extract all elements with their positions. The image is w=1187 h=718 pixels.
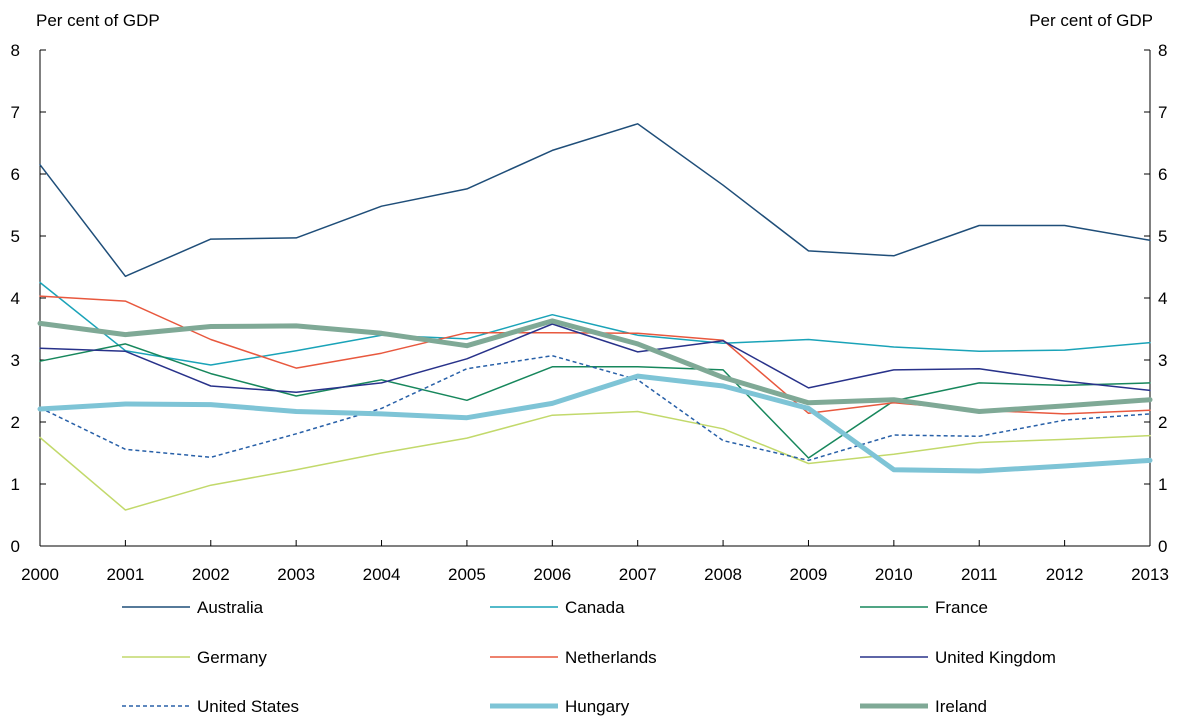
x-tick-label-2004: 2004 (363, 565, 401, 584)
legend-label-hungary: Hungary (565, 697, 630, 716)
left-y-tick-label-2: 2 (11, 413, 20, 432)
right-y-tick-label-1: 1 (1158, 475, 1167, 494)
left-y-tick-label-8: 8 (11, 41, 20, 60)
left-y-tick-label-4: 4 (11, 289, 20, 308)
left-y-tick-label-3: 3 (11, 351, 20, 370)
legend-label-ireland: Ireland (935, 697, 987, 716)
series-line-australia (39, 123, 1151, 278)
x-tick-label-2012: 2012 (1046, 565, 1084, 584)
x-tick-label-2000: 2000 (21, 565, 59, 584)
legend-label-united-kingdom: United Kingdom (935, 648, 1056, 667)
right-y-tick-label-2: 2 (1158, 413, 1167, 432)
series-line-united-states (39, 354, 1151, 462)
left-y-axis-unit: Per cent of GDP (36, 11, 160, 30)
x-tick-label-2005: 2005 (448, 565, 486, 584)
x-tick-label-2008: 2008 (704, 565, 742, 584)
legend-label-united-states: United States (197, 697, 299, 716)
legend-label-canada: Canada (565, 598, 625, 617)
x-tick-label-2011: 2011 (961, 565, 998, 584)
x-tick-label-2006: 2006 (533, 565, 571, 584)
legend-label-france: France (935, 598, 988, 617)
series-line-france (39, 343, 1151, 459)
series-line-canada (39, 281, 1151, 366)
series-line-united-kingdom (39, 323, 1151, 393)
right-y-tick-label-5: 5 (1158, 227, 1167, 246)
x-tick-label-2010: 2010 (875, 565, 913, 584)
series-line-hungary (37, 373, 1153, 474)
right-y-axis-unit: Per cent of GDP (1029, 11, 1153, 30)
legend-label-netherlands: Netherlands (565, 648, 657, 667)
x-tick-label-2001: 2001 (106, 565, 144, 584)
left-y-tick-label-0: 0 (11, 537, 20, 556)
legend: Australia Canada France Germany Netherlands U… (122, 598, 1056, 716)
series-lines (37, 123, 1153, 511)
left-y-tick-label-5: 5 (11, 227, 20, 246)
right-y-tick-label-4: 4 (1158, 289, 1167, 308)
legend-label-germany: Germany (197, 648, 267, 667)
x-tick-label-2007: 2007 (619, 565, 657, 584)
x-tick-label-2009: 2009 (790, 565, 828, 584)
axes: 0 0 1 1 2 2 3 3 4 4 5 5 6 6 7 7 8 8 2000 2001 2002 2003 2004 20… (11, 41, 1169, 584)
x-tick-label-2002: 2002 (192, 565, 230, 584)
left-y-tick-label-6: 6 (11, 165, 20, 184)
x-tick-label-2003: 2003 (277, 565, 315, 584)
right-y-tick-label-6: 6 (1158, 165, 1167, 184)
right-y-tick-label-7: 7 (1158, 103, 1167, 122)
right-y-tick-label-8: 8 (1158, 41, 1167, 60)
series-line-netherlands (39, 295, 1151, 415)
left-y-tick-label-1: 1 (11, 475, 20, 494)
right-y-tick-label-3: 3 (1158, 351, 1167, 370)
right-y-tick-label-0: 0 (1158, 537, 1167, 556)
series-line-ireland (37, 318, 1153, 414)
left-y-tick-label-7: 7 (11, 103, 20, 122)
series-line-germany (39, 410, 1151, 511)
x-tick-label-2013: 2013 (1131, 565, 1169, 584)
legend-label-australia: Australia (197, 598, 264, 617)
